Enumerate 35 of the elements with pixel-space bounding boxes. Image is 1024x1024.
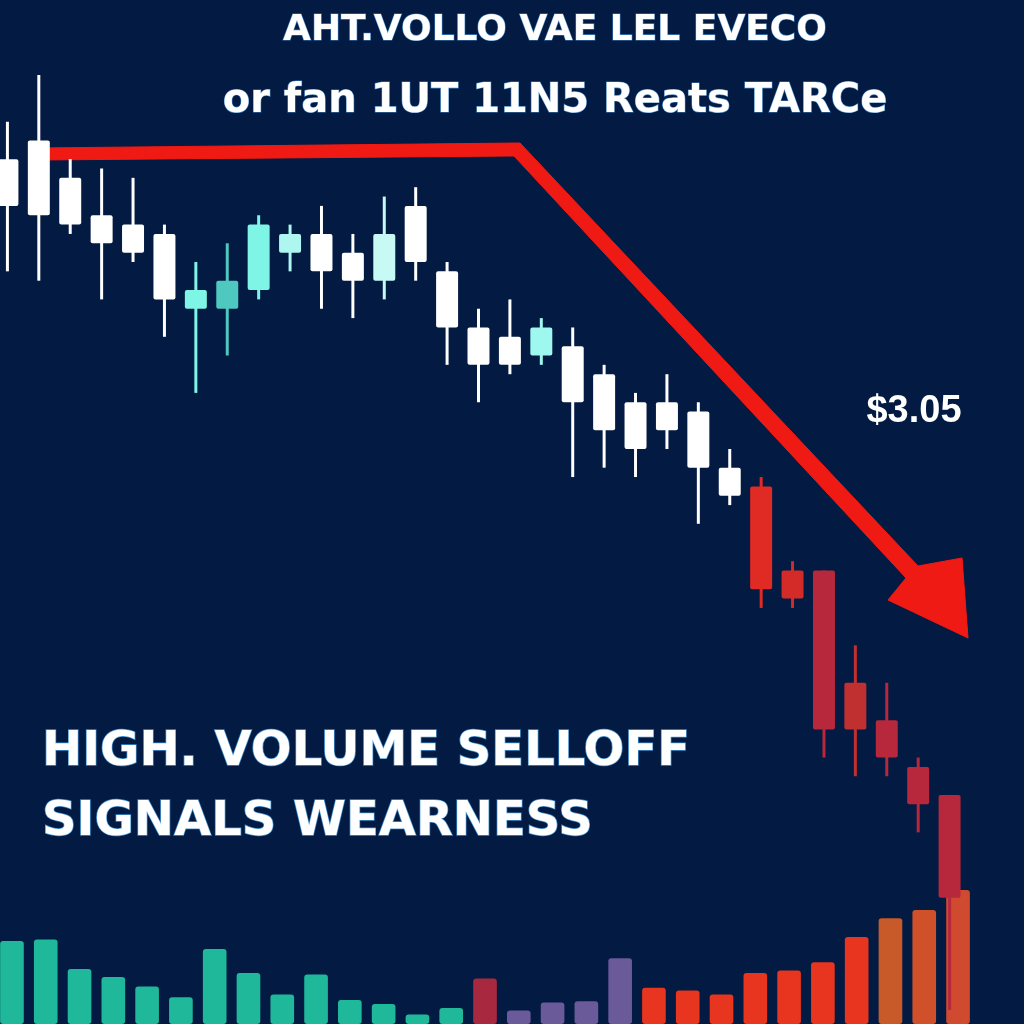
bar [608,958,632,1024]
chart-subtitle: or fan 1UT 11N5 Reats TARCe [222,75,888,121]
bar [642,987,666,1024]
bar [912,910,937,1024]
bar [811,962,835,1024]
bar [135,986,159,1024]
bar [202,948,227,1024]
bar [371,1003,396,1024]
bar [304,974,328,1024]
bar [236,973,261,1024]
bar [0,940,24,1024]
candlestick [184,262,207,393]
bar [844,936,869,1024]
bar [473,978,497,1024]
annotation: HIGH. VOLUME SELLOFF [42,720,690,776]
bar [67,969,92,1024]
bar [777,970,801,1024]
bar [675,990,700,1024]
chart-title: AHT.VOLLO VAE LEL EVECO [283,7,827,48]
bar [709,994,734,1024]
bar [878,918,903,1024]
bar [540,1002,565,1024]
annotation: SIGNALS WEARNESS [42,790,593,846]
bar [574,1001,599,1024]
bar [439,1007,464,1024]
annotation: $3.05 [866,388,962,430]
bar [338,999,362,1024]
bar [405,1014,430,1024]
bar [101,977,126,1024]
bar [743,973,768,1024]
bar [33,939,58,1024]
bar [506,1010,531,1024]
candlestick [279,224,302,272]
bar [169,997,193,1024]
bar [270,994,295,1024]
